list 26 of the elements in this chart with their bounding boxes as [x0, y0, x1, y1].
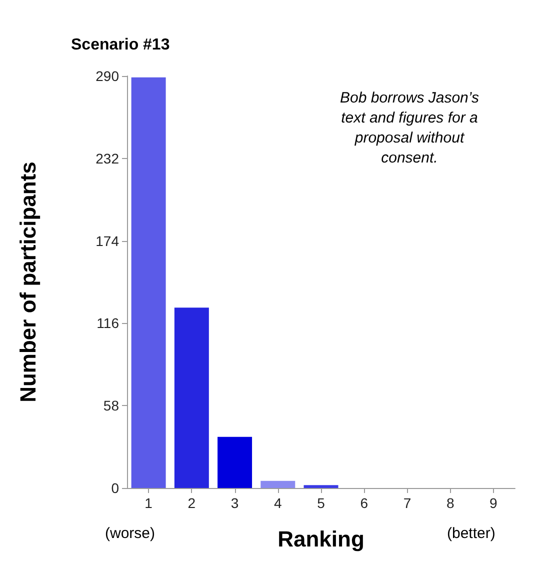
x-tick-label: 2 [188, 495, 196, 511]
y-tick-label: 174 [96, 232, 120, 249]
chart-title: Scenario #13 [71, 36, 170, 54]
y-tick-label: 232 [96, 150, 120, 166]
x-tick-label: 3 [230, 495, 239, 511]
x-tick-label: 4 [274, 495, 282, 511]
y-tick-label: 290 [96, 68, 120, 84]
x-tick-label: 8 [446, 495, 454, 511]
bar [218, 436, 252, 488]
bar [304, 485, 338, 488]
x-tick-label: 5 [317, 495, 326, 511]
annotation: Bob borrows Jason’s text and figures for a proposal without consent. [340, 90, 480, 166]
text: (better) [447, 525, 496, 542]
y-tick-label: 116 [96, 315, 120, 332]
y-tick-label: 58 [103, 398, 120, 414]
bar [174, 308, 209, 488]
y-tick-label: 0 [111, 480, 120, 496]
bar [260, 480, 296, 488]
x-tick-label: 1 [144, 495, 153, 511]
text: (worse) [105, 525, 156, 542]
x-tick-label: 7 [403, 495, 412, 511]
x-tick-label: 9 [490, 495, 498, 511]
y-axis-title: Number of participants [16, 162, 40, 402]
x-tick-label: 6 [360, 495, 368, 511]
bar [131, 77, 166, 488]
x-axis-title: Ranking [278, 526, 364, 552]
